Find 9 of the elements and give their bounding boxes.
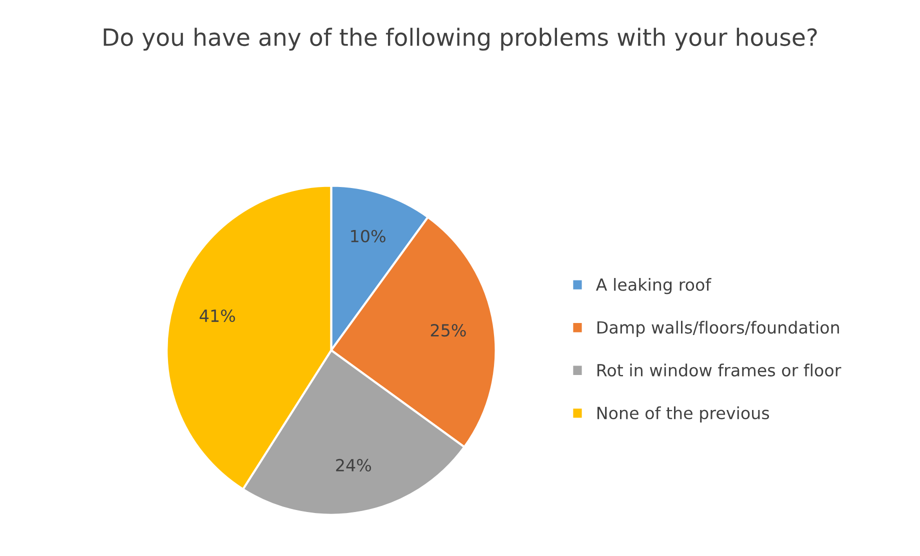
chart-title: Do you have any of the following problems with your house? [104, 28, 817, 51]
data-label: 24% [336, 458, 372, 472]
legend-label: None of the previous [597, 406, 770, 423]
data-label: 25% [430, 324, 466, 337]
legend-label: Damp walls/floors/foundation [597, 320, 839, 337]
data-label: 41% [200, 309, 236, 322]
legend-label: A leaking roof [596, 278, 712, 294]
legend-label: Rot in window frames or floor [597, 364, 842, 377]
data-label: 10% [351, 230, 386, 242]
